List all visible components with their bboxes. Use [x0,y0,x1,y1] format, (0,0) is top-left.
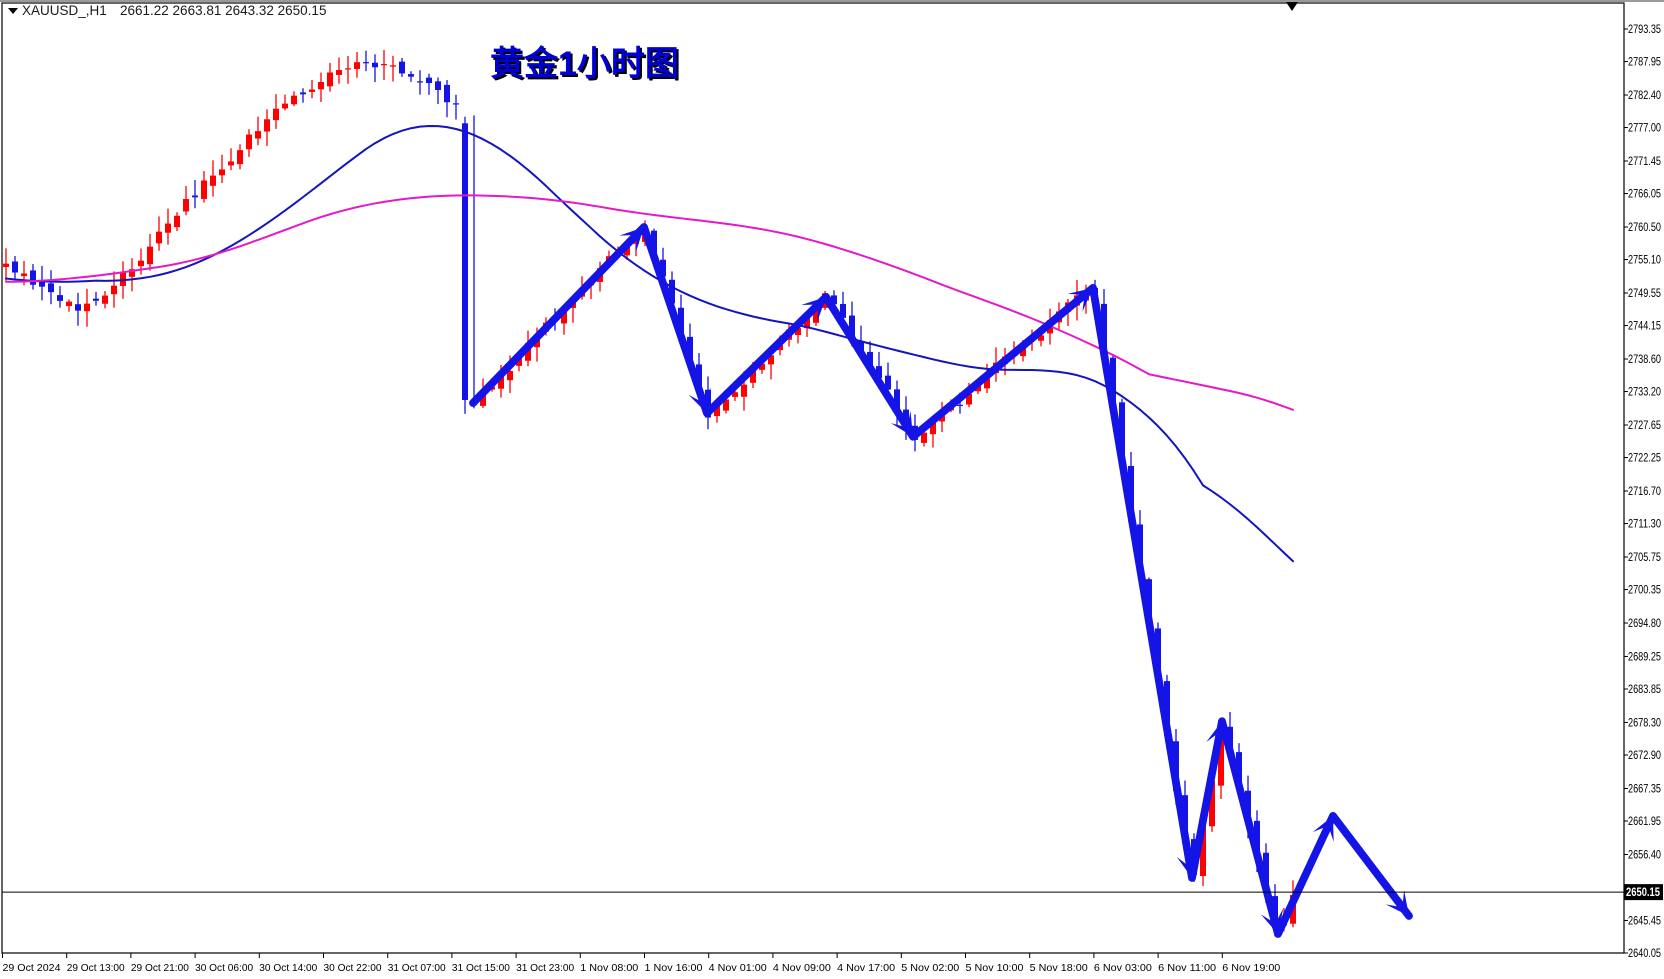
svg-text:4 Nov 09:00: 4 Nov 09:00 [773,963,831,974]
svg-text:2661.95: 2661.95 [1628,816,1661,828]
svg-text:2722.25: 2722.25 [1628,453,1661,465]
svg-text:2716.70: 2716.70 [1628,486,1661,498]
svg-text:5 Nov 10:00: 5 Nov 10:00 [966,963,1024,974]
svg-text:5 Nov 18:00: 5 Nov 18:00 [1030,963,1088,974]
svg-text:1 Nov 08:00: 1 Nov 08:00 [580,963,638,974]
svg-text:2705.75: 2705.75 [1628,552,1661,564]
svg-text:2733.20: 2733.20 [1628,387,1661,399]
svg-text:6 Nov 11:00: 6 Nov 11:00 [1158,963,1216,974]
svg-text:2645.45: 2645.45 [1628,915,1661,927]
svg-text:30 Oct 22:00: 30 Oct 22:00 [324,963,382,974]
svg-text:6 Nov 19:00: 6 Nov 19:00 [1222,963,1280,974]
svg-text:2700.35: 2700.35 [1628,585,1661,597]
svg-text:2640.05: 2640.05 [1628,948,1661,960]
svg-text:2760.50: 2760.50 [1628,222,1661,234]
svg-text:2711.30: 2711.30 [1628,519,1661,531]
svg-text:2766.05: 2766.05 [1628,189,1661,201]
svg-text:31 Oct 15:00: 31 Oct 15:00 [452,963,510,974]
svg-text:2744.15: 2744.15 [1628,321,1661,333]
svg-text:XAUUSD_,H1: XAUUSD_,H1 [22,3,107,18]
svg-text:2661.22 2663.81 2643.32 2650.1: 2661.22 2663.81 2643.32 2650.15 [120,3,326,18]
svg-text:2787.95: 2787.95 [1628,57,1661,69]
svg-text:29 Oct 2024: 29 Oct 2024 [3,963,61,974]
svg-text:2694.80: 2694.80 [1628,618,1661,630]
svg-text:2777.00: 2777.00 [1628,123,1661,135]
svg-text:2727.65: 2727.65 [1628,420,1661,432]
svg-text:4 Nov 17:00: 4 Nov 17:00 [837,963,895,974]
svg-text:29 Oct 13:00: 29 Oct 13:00 [67,963,125,974]
svg-text:1 Nov 16:00: 1 Nov 16:00 [645,963,703,974]
svg-text:29 Oct 21:00: 29 Oct 21:00 [131,963,189,974]
svg-text:2689.25: 2689.25 [1628,651,1661,663]
svg-text:黄金1小时图: 黄金1小时图 [490,44,679,83]
svg-text:2650.15: 2650.15 [1626,887,1660,899]
svg-text:2667.35: 2667.35 [1628,783,1661,795]
svg-text:2782.40: 2782.40 [1628,90,1661,102]
svg-text:4 Nov 01:00: 4 Nov 01:00 [709,963,767,974]
svg-text:2793.35: 2793.35 [1628,24,1661,36]
svg-text:2672.90: 2672.90 [1628,750,1661,762]
svg-text:2678.30: 2678.30 [1628,717,1661,729]
svg-text:30 Oct 14:00: 30 Oct 14:00 [259,963,317,974]
svg-text:6 Nov 03:00: 6 Nov 03:00 [1094,963,1152,974]
svg-text:31 Oct 07:00: 31 Oct 07:00 [388,963,446,974]
svg-text:2683.85: 2683.85 [1628,684,1661,696]
svg-text:2749.55: 2749.55 [1628,288,1661,300]
svg-text:30 Oct 06:00: 30 Oct 06:00 [195,963,253,974]
svg-text:2738.60: 2738.60 [1628,354,1661,366]
svg-text:2771.45: 2771.45 [1628,156,1661,168]
svg-text:31 Oct 23:00: 31 Oct 23:00 [516,963,574,974]
svg-text:2755.10: 2755.10 [1628,255,1661,267]
svg-text:2656.40: 2656.40 [1628,849,1661,861]
svg-text:5 Nov 02:00: 5 Nov 02:00 [901,963,959,974]
